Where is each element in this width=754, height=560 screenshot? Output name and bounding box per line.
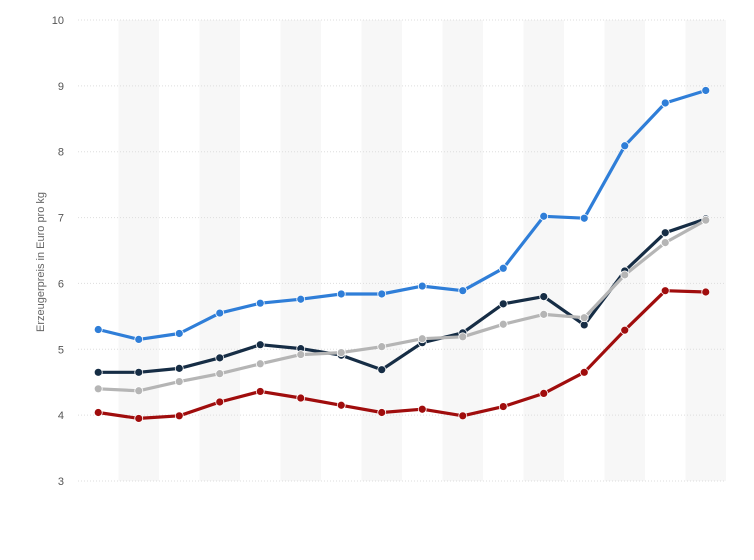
data-point[interactable] <box>701 215 711 225</box>
data-point[interactable] <box>255 387 265 396</box>
data-point[interactable] <box>539 292 549 302</box>
y-tick-label: 10 <box>52 15 64 27</box>
data-point[interactable] <box>255 298 265 308</box>
data-point[interactable] <box>377 289 387 299</box>
data-point[interactable] <box>539 389 549 398</box>
y-tick-label: 4 <box>58 410 64 422</box>
data-point[interactable] <box>660 228 670 238</box>
data-point[interactable] <box>336 400 346 410</box>
series-lines <box>96 88 708 420</box>
data-point[interactable] <box>215 308 225 318</box>
data-point[interactable] <box>417 334 427 344</box>
y-tick-label: 9 <box>58 81 64 93</box>
column-band <box>199 20 240 481</box>
data-point[interactable] <box>458 332 468 342</box>
data-point[interactable] <box>93 325 103 334</box>
data-point[interactable] <box>336 348 346 357</box>
data-point[interactable] <box>215 353 225 363</box>
data-point[interactable] <box>417 404 427 414</box>
data-point[interactable] <box>458 286 468 296</box>
column-band <box>523 20 564 481</box>
data-point[interactable] <box>620 270 630 280</box>
data-point[interactable] <box>93 408 103 417</box>
data-point[interactable] <box>174 377 184 386</box>
column-band <box>361 20 402 481</box>
y-tick-label: 7 <box>58 213 64 225</box>
gridlines <box>78 19 726 482</box>
data-point[interactable] <box>296 393 306 403</box>
data-point[interactable] <box>539 211 549 221</box>
column-band <box>280 20 321 481</box>
data-point[interactable] <box>498 263 508 273</box>
data-point[interactable] <box>620 325 630 335</box>
y-tick-label: 8 <box>58 147 64 159</box>
data-point[interactable] <box>296 294 306 304</box>
data-point[interactable] <box>255 340 265 350</box>
data-point[interactable] <box>296 350 306 359</box>
data-point[interactable] <box>660 286 670 296</box>
data-point[interactable] <box>701 86 711 95</box>
data-point[interactable] <box>579 313 589 323</box>
data-point[interactable] <box>498 299 508 309</box>
data-point[interactable] <box>660 238 670 247</box>
data-point[interactable] <box>174 411 184 421</box>
data-point[interactable] <box>174 363 184 373</box>
data-point[interactable] <box>174 329 184 338</box>
data-point[interactable] <box>215 369 225 379</box>
series-line <box>96 88 708 341</box>
data-point[interactable] <box>93 367 103 377</box>
data-point[interactable] <box>579 213 589 223</box>
column-band <box>118 20 159 481</box>
data-point[interactable] <box>498 319 508 329</box>
data-point[interactable] <box>134 386 144 396</box>
column-band <box>442 20 483 481</box>
y-axis-label: Erzeugerpreis in Euro pro kg <box>35 192 47 332</box>
data-point[interactable] <box>134 367 144 377</box>
data-point[interactable] <box>134 335 144 344</box>
y-axis-ticks: 3 4 5 6 7 8 9 10 <box>52 15 64 488</box>
data-point[interactable] <box>579 367 589 377</box>
data-point[interactable] <box>377 408 387 417</box>
data-point[interactable] <box>377 365 387 375</box>
series-line <box>96 218 708 393</box>
data-point[interactable] <box>498 402 508 411</box>
series-line <box>96 289 708 420</box>
y-tick-label: 6 <box>58 278 64 290</box>
data-point[interactable] <box>255 359 265 369</box>
data-point[interactable] <box>660 98 670 108</box>
column-bands <box>118 20 726 481</box>
data-point[interactable] <box>215 397 225 407</box>
column-band <box>685 20 726 481</box>
series-points <box>93 86 711 423</box>
data-point[interactable] <box>134 414 144 423</box>
data-point[interactable] <box>336 289 346 299</box>
data-point[interactable] <box>620 141 630 151</box>
data-point[interactable] <box>539 309 549 319</box>
data-point[interactable] <box>579 320 589 330</box>
data-point[interactable] <box>93 384 103 394</box>
y-tick-label: 3 <box>58 476 64 488</box>
data-point[interactable] <box>701 287 711 297</box>
data-point[interactable] <box>417 281 427 291</box>
column-band <box>604 20 645 481</box>
data-point[interactable] <box>377 342 387 352</box>
data-point[interactable] <box>458 411 468 421</box>
y-tick-label: 5 <box>58 344 64 356</box>
